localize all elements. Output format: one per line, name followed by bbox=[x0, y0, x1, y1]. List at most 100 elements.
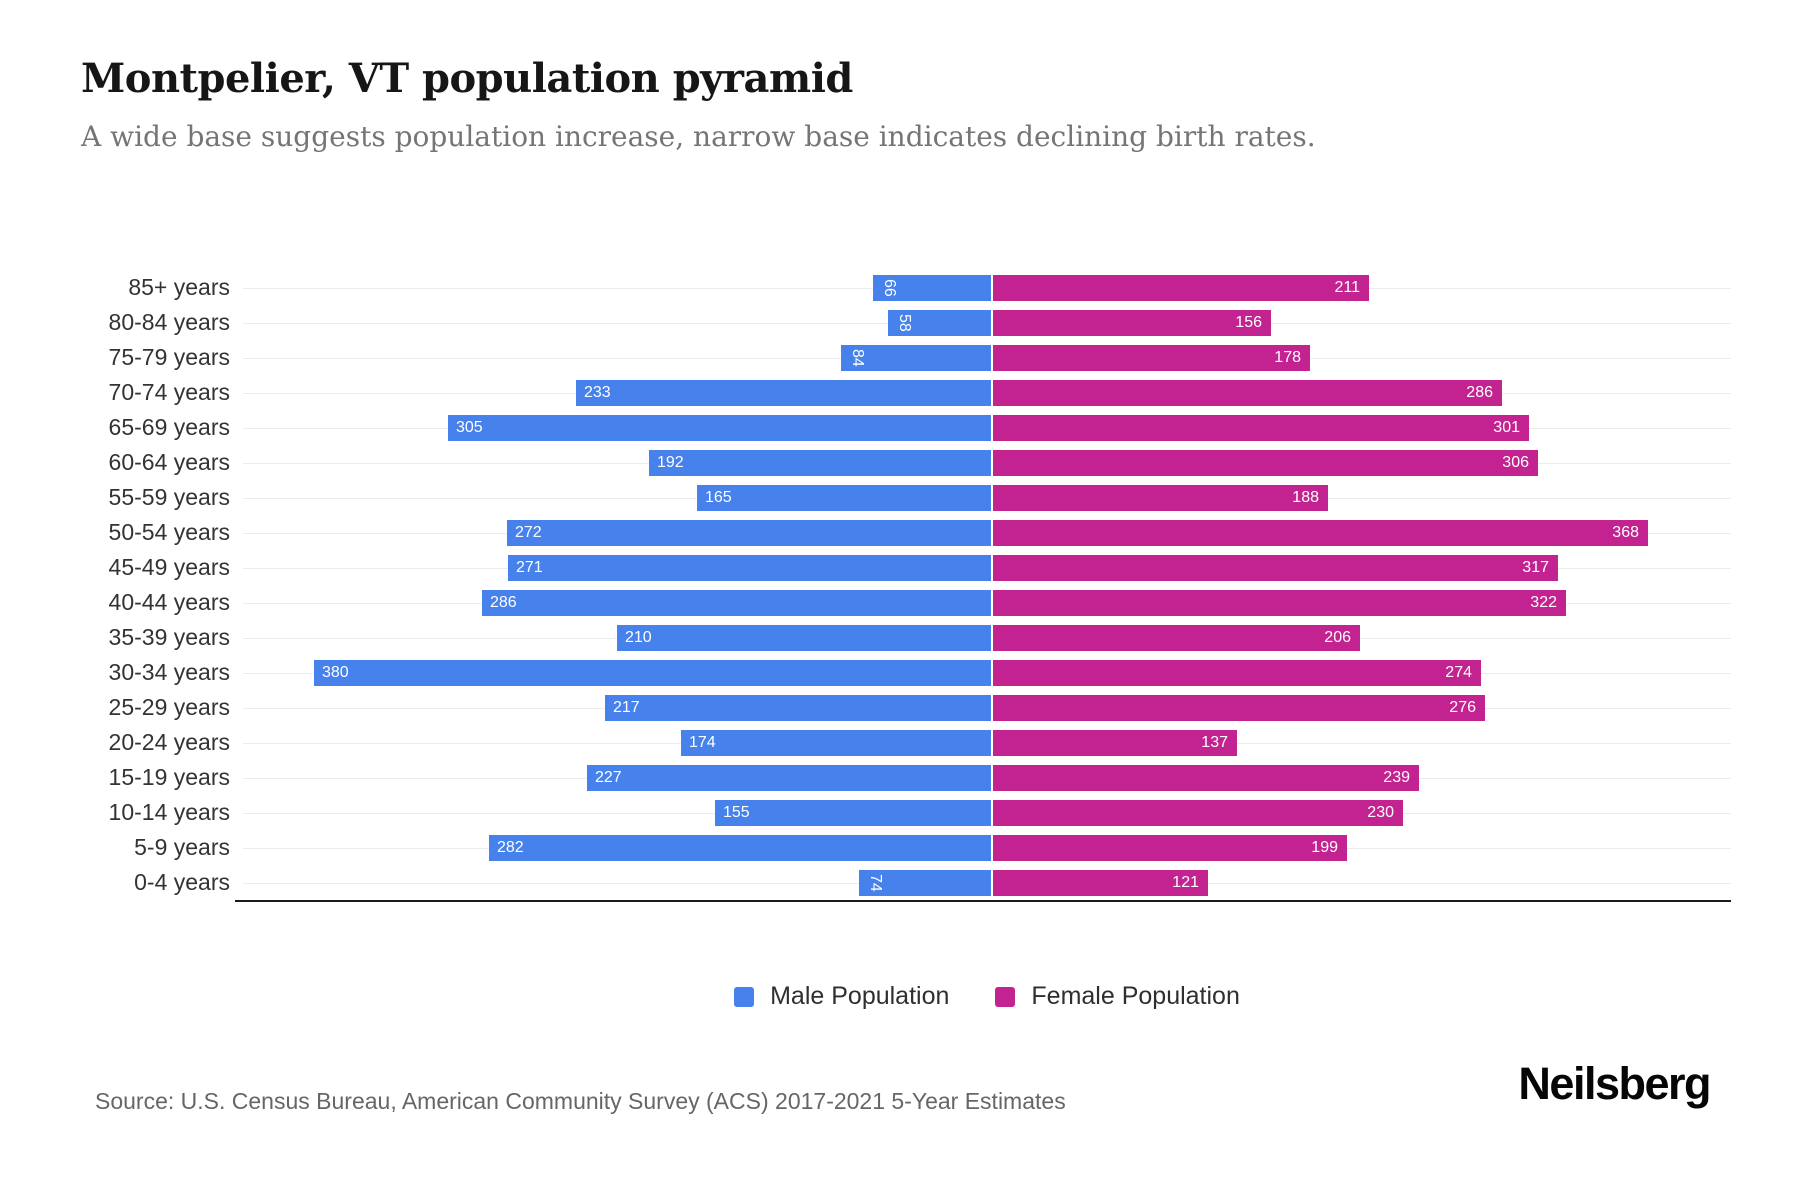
female-bar[interactable]: 230 bbox=[991, 799, 1403, 826]
female-bar[interactable]: 317 bbox=[991, 554, 1558, 581]
male-bar[interactable]: 210 bbox=[617, 624, 991, 651]
age-group-label: 85+ years bbox=[128, 274, 230, 300]
male-value-label: 165 bbox=[705, 488, 732, 506]
age-group-label: 35-39 years bbox=[108, 624, 230, 650]
male-bar[interactable]: 305 bbox=[448, 414, 991, 441]
row-plot-area: 155 230 bbox=[243, 795, 1731, 830]
row-plot-area: 282 199 bbox=[243, 830, 1731, 865]
female-value-label: 322 bbox=[1530, 593, 1557, 611]
row-plot-area: 210 206 bbox=[243, 620, 1731, 655]
female-value-label: 306 bbox=[1502, 453, 1529, 471]
male-bar[interactable]: 84 bbox=[841, 344, 991, 371]
female-value-label: 211 bbox=[1334, 278, 1360, 296]
female-bar[interactable]: 188 bbox=[991, 484, 1328, 511]
male-bar[interactable]: 192 bbox=[649, 449, 991, 476]
female-value-label: 178 bbox=[1274, 348, 1301, 366]
female-bar[interactable]: 306 bbox=[991, 449, 1538, 476]
female-bar[interactable]: 274 bbox=[991, 659, 1481, 686]
x-axis-line bbox=[235, 900, 1731, 902]
pyramid-row: 0-4 years 74 121 bbox=[85, 865, 1731, 900]
male-bar[interactable]: 272 bbox=[507, 519, 991, 546]
male-value-label: 174 bbox=[689, 733, 716, 751]
female-value-label: 276 bbox=[1449, 698, 1476, 716]
male-bar[interactable]: 155 bbox=[715, 799, 991, 826]
row-plot-area: 380 274 bbox=[243, 655, 1731, 690]
row-plot-area: 165 188 bbox=[243, 480, 1731, 515]
male-bar[interactable]: 380 bbox=[314, 659, 991, 686]
age-group-label: 65-69 years bbox=[108, 414, 230, 440]
row-plot-area: 227 239 bbox=[243, 760, 1731, 795]
male-bar[interactable]: 271 bbox=[508, 554, 991, 581]
chart-title: Montpelier, VT population pyramid bbox=[81, 55, 853, 102]
male-value-label: 233 bbox=[584, 383, 611, 401]
age-group-label: 25-29 years bbox=[108, 694, 230, 720]
female-bar[interactable]: 286 bbox=[991, 379, 1502, 406]
legend-item-male[interactable]: Male Population bbox=[734, 982, 949, 1011]
pyramid-row: 40-44 years 286 322 bbox=[85, 585, 1731, 620]
pyramid-row: 70-74 years 233 286 bbox=[85, 375, 1731, 410]
female-bar[interactable]: 137 bbox=[991, 729, 1237, 756]
male-bar[interactable]: 282 bbox=[489, 834, 991, 861]
neilsberg-logo: Neilsberg bbox=[1518, 1058, 1711, 1109]
row-plot-area: 272 368 bbox=[243, 515, 1731, 550]
male-bar[interactable]: 66 bbox=[873, 274, 991, 301]
male-bar[interactable]: 286 bbox=[482, 589, 991, 616]
male-value-label: 271 bbox=[516, 558, 543, 576]
female-bar[interactable]: 121 bbox=[991, 869, 1208, 896]
row-plot-area: 192 306 bbox=[243, 445, 1731, 480]
female-bar[interactable]: 239 bbox=[991, 764, 1419, 791]
female-bar[interactable]: 301 bbox=[991, 414, 1529, 441]
row-plot-area: 174 137 bbox=[243, 725, 1731, 760]
female-value-label: 206 bbox=[1324, 628, 1351, 646]
row-plot-area: 58 156 bbox=[243, 305, 1731, 340]
male-value-label: 380 bbox=[322, 663, 349, 681]
male-bar[interactable]: 74 bbox=[859, 869, 991, 896]
pyramid-row: 20-24 years 174 137 bbox=[85, 725, 1731, 760]
female-value-label: 188 bbox=[1292, 488, 1319, 506]
male-value-label: 192 bbox=[657, 453, 684, 471]
age-group-label: 70-74 years bbox=[108, 379, 230, 405]
female-bar[interactable]: 156 bbox=[991, 309, 1271, 336]
row-plot-area: 74 121 bbox=[243, 865, 1731, 900]
male-bar[interactable]: 174 bbox=[681, 729, 991, 756]
male-bar[interactable]: 217 bbox=[605, 694, 991, 721]
age-group-label: 15-19 years bbox=[108, 764, 230, 790]
female-bar[interactable]: 199 bbox=[991, 834, 1347, 861]
female-legend-swatch bbox=[995, 986, 1016, 1007]
age-group-label: 80-84 years bbox=[108, 309, 230, 335]
chart-subtitle: A wide base suggests population increase… bbox=[81, 120, 1316, 153]
female-value-label: 199 bbox=[1311, 838, 1338, 856]
male-value-label: 74 bbox=[867, 873, 884, 892]
male-value-label: 66 bbox=[881, 278, 898, 297]
female-value-label: 239 bbox=[1383, 768, 1410, 786]
male-bar[interactable]: 165 bbox=[697, 484, 991, 511]
male-bar[interactable]: 233 bbox=[576, 379, 991, 406]
female-bar[interactable]: 211 bbox=[991, 274, 1369, 301]
male-bar[interactable]: 227 bbox=[587, 764, 991, 791]
pyramid-row: 55-59 years 165 188 bbox=[85, 480, 1731, 515]
male-legend-label: Male Population bbox=[770, 982, 950, 1010]
female-value-label: 301 bbox=[1493, 418, 1520, 436]
row-plot-area: 233 286 bbox=[243, 375, 1731, 410]
female-bar[interactable]: 368 bbox=[991, 519, 1648, 546]
male-value-label: 84 bbox=[849, 348, 866, 367]
female-bar[interactable]: 322 bbox=[991, 589, 1566, 616]
age-group-label: 45-49 years bbox=[108, 554, 230, 580]
pyramid-row: 5-9 years 282 199 bbox=[85, 830, 1731, 865]
female-bar[interactable]: 276 bbox=[991, 694, 1485, 721]
male-value-label: 217 bbox=[613, 698, 640, 716]
male-value-label: 210 bbox=[625, 628, 652, 646]
age-group-label: 10-14 years bbox=[108, 799, 230, 825]
female-bar[interactable]: 206 bbox=[991, 624, 1360, 651]
male-bar[interactable]: 58 bbox=[888, 309, 991, 336]
female-value-label: 274 bbox=[1445, 663, 1472, 681]
female-value-label: 121 bbox=[1172, 873, 1199, 891]
female-bar[interactable]: 178 bbox=[991, 344, 1310, 371]
pyramid-rows: 85+ years 66 211 80-84 years 58 156 75-79 year… bbox=[85, 270, 1731, 900]
male-value-label: 305 bbox=[456, 418, 483, 436]
pyramid-row: 60-64 years 192 306 bbox=[85, 445, 1731, 480]
female-value-label: 317 bbox=[1522, 558, 1549, 576]
legend-item-female[interactable]: Female Population bbox=[995, 982, 1240, 1011]
pyramid-row: 80-84 years 58 156 bbox=[85, 305, 1731, 340]
